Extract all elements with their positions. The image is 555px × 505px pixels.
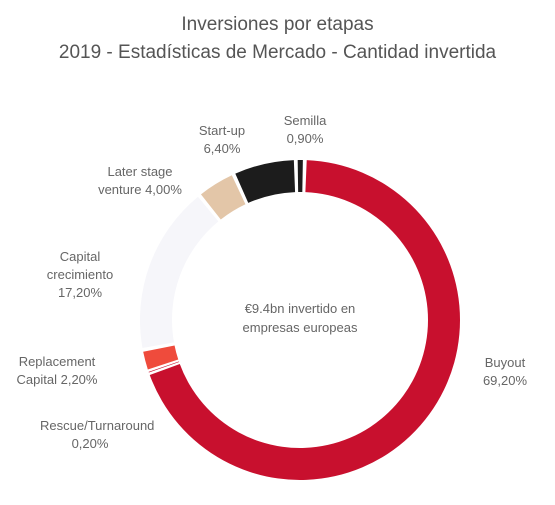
donut-segment (235, 160, 296, 203)
donut-segment (148, 361, 180, 373)
category-label: Replacement Capital (16, 354, 96, 387)
donut-segment (143, 345, 179, 370)
category-label: Start-up (198, 123, 246, 138)
center-text: €9.4bn invertido en empresas europeas (242, 301, 358, 335)
segment-label: Semilla 0,90% (270, 112, 340, 148)
donut-segment (140, 196, 219, 349)
value-label: 0,90% (286, 131, 324, 146)
segment-label: Buyout 69,20% (470, 354, 540, 390)
donut-segment (297, 160, 303, 193)
value-label: 6,40% (203, 141, 241, 156)
value-label: 17,20% (57, 285, 103, 300)
value-label: 2,20% (60, 372, 98, 387)
segment-label: Start-up 6,40% (187, 122, 257, 158)
segment-label: Replacement Capital 2,20% (7, 353, 107, 389)
segment-label: Capital crecimiento 17,20% (35, 248, 125, 302)
category-label: Buyout (484, 355, 526, 370)
chart-title: Inversiones por etapas (181, 14, 374, 35)
category-label: Later stage venture (98, 164, 173, 197)
value-label: 4,00% (145, 182, 182, 197)
category-label: Capital crecimiento (46, 249, 114, 282)
value-label: 69,20% (482, 373, 528, 388)
segment-label: Rescue/Turnaround 0,20% (40, 417, 154, 453)
category-label: Semilla (283, 113, 327, 128)
value-label: 0,20% (71, 436, 109, 451)
category-label: Rescue/Turnaround (40, 418, 155, 433)
donut-segment (200, 175, 246, 220)
chart-subtitle: 2019 - Estadísticas de Mercado - Cantida… (58, 42, 497, 63)
segment-label: Later stage venture 4,00% (90, 163, 190, 199)
